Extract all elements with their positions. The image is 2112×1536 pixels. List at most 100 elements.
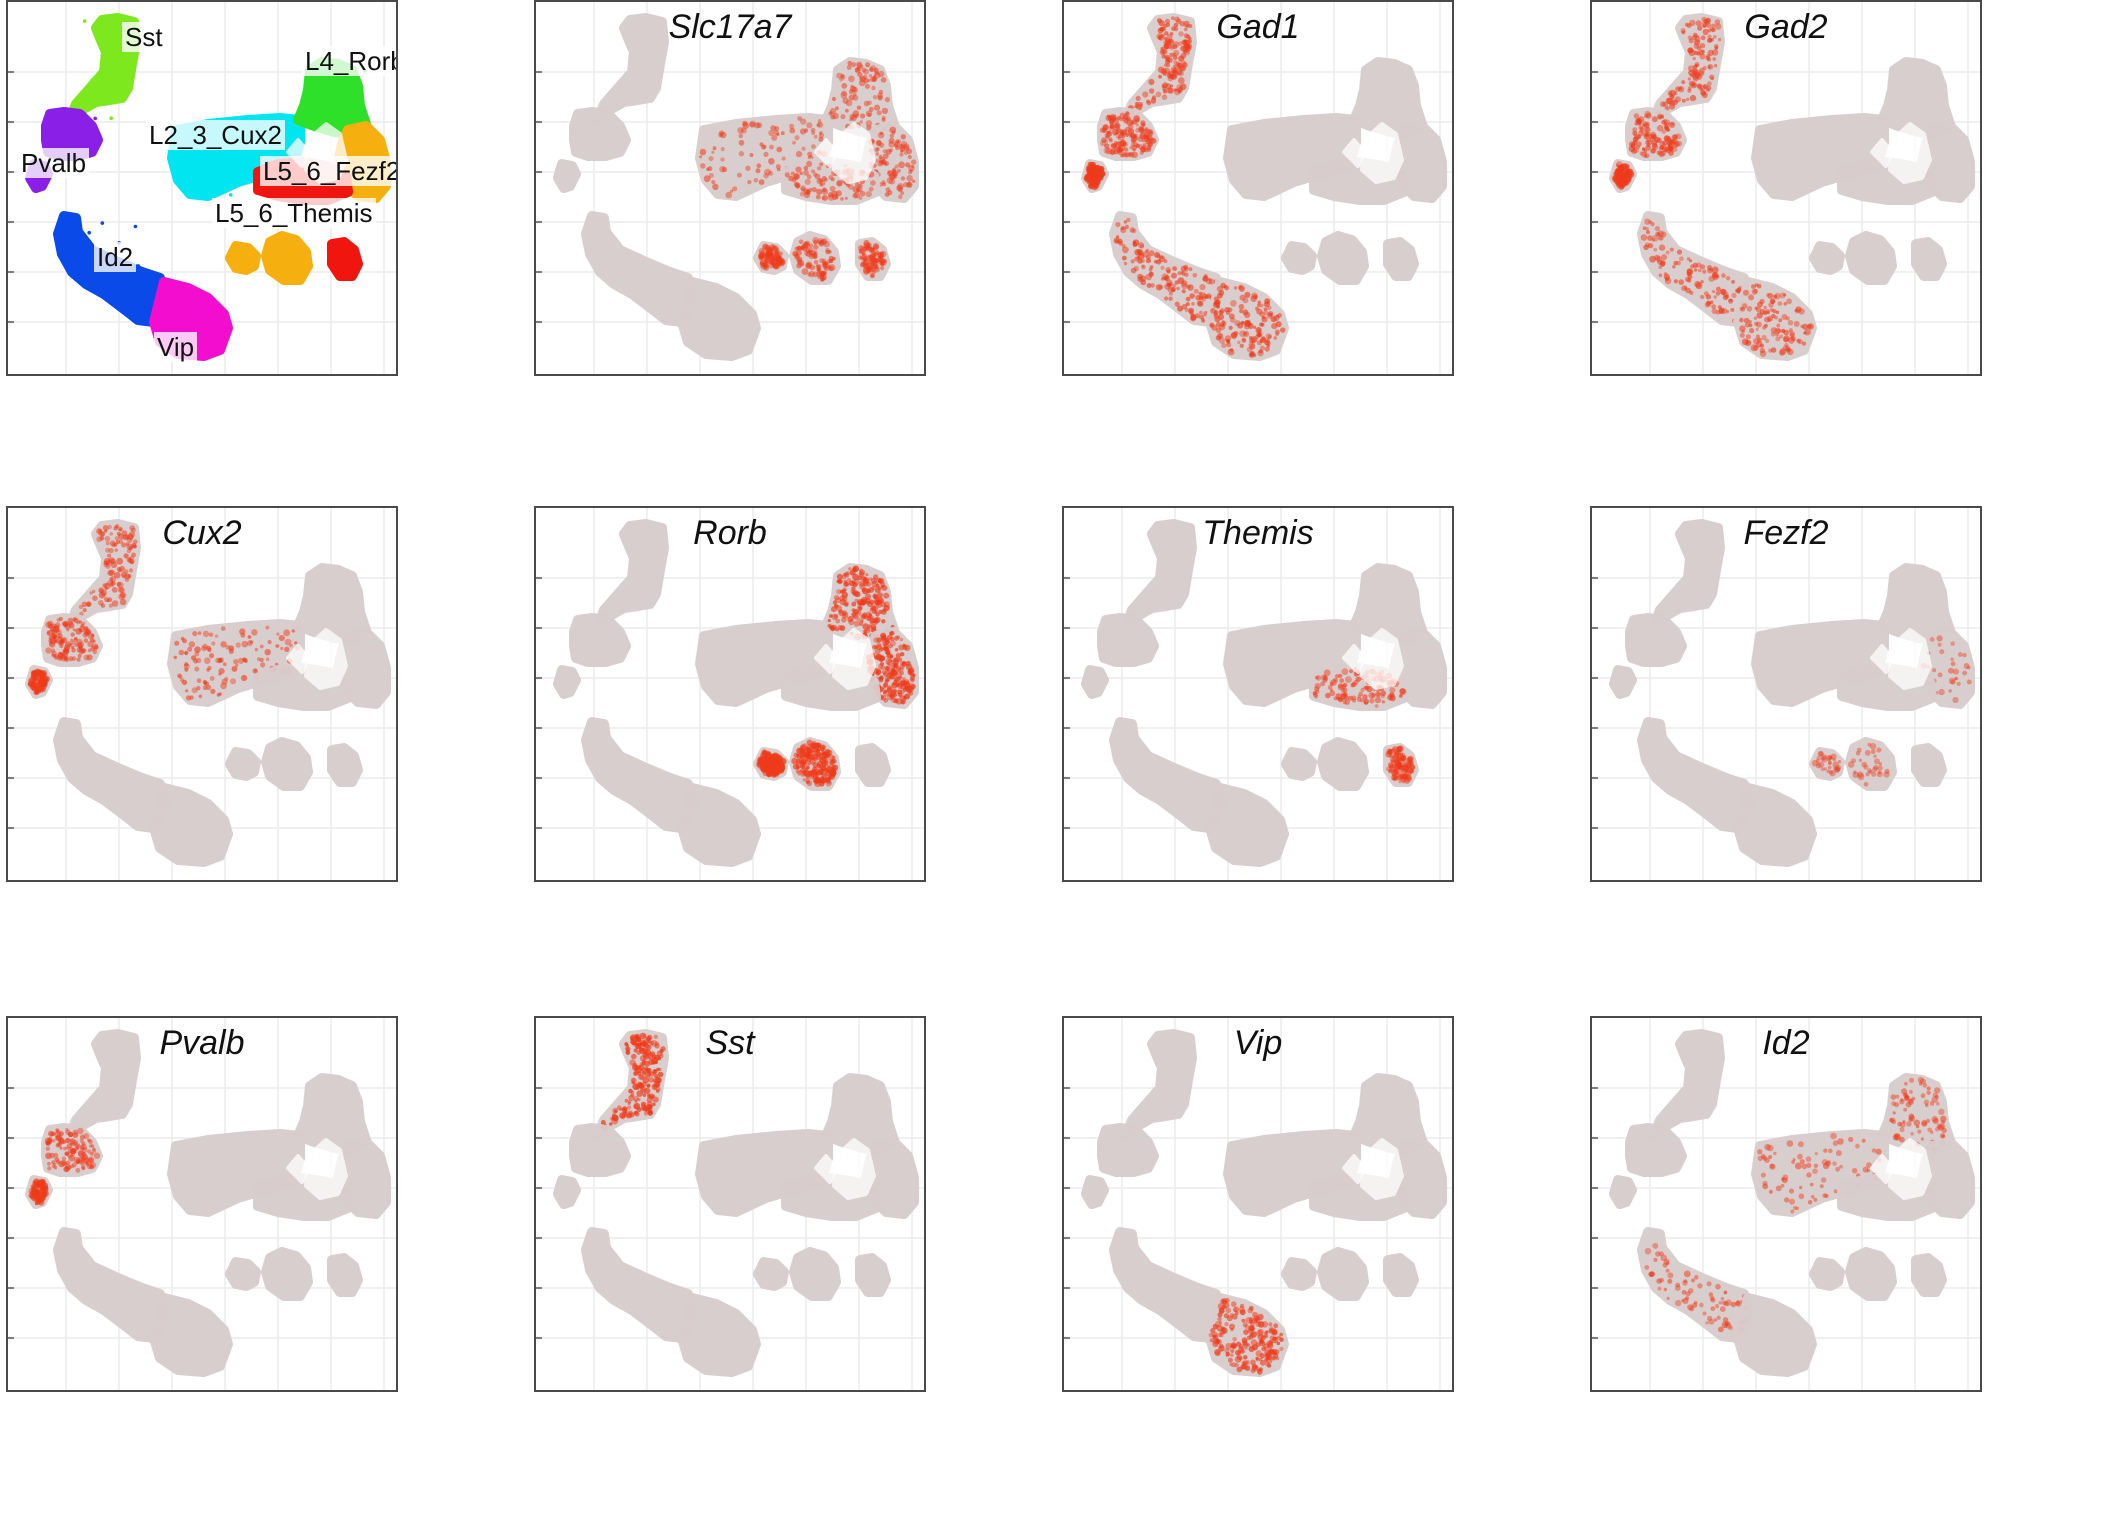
- expressing-cell-point: [209, 653, 215, 659]
- expressing-cell-point: [1173, 88, 1178, 92]
- expressing-cell-point: [71, 1162, 77, 1168]
- expressing-cell-point: [1926, 1086, 1931, 1091]
- expressing-cell-point: [1728, 1325, 1733, 1331]
- expressing-cell-point: [1966, 665, 1971, 670]
- cell-cluster-pvalb: [569, 107, 631, 161]
- expressing-cell-point: [1224, 335, 1232, 342]
- expressing-cell-point: [797, 771, 802, 776]
- cluster-label: Pvalb: [18, 148, 90, 178]
- expressing-cell-point: [72, 1132, 79, 1138]
- expressing-cell-point: [1165, 59, 1170, 65]
- cluster-cell-point: [337, 254, 342, 259]
- expressing-cell-point: [184, 662, 189, 667]
- expressing-cell-point: [845, 108, 849, 113]
- expressing-cell-point: [1937, 642, 1942, 647]
- cell-cluster-pvalb: [1625, 613, 1687, 667]
- expressing-cell-point: [609, 1122, 613, 1126]
- cluster-cell-point: [193, 294, 198, 298]
- expressing-cell-point: [1875, 1148, 1882, 1155]
- expressing-cell-point: [875, 583, 880, 588]
- expressing-cell-point: [59, 1146, 63, 1150]
- expressing-cell-point: [1721, 273, 1726, 278]
- cluster-cell-point: [131, 305, 135, 310]
- expressing-cell-point: [1632, 136, 1639, 143]
- expressing-cell-point: [1832, 758, 1836, 762]
- expressing-cell-point: [865, 573, 869, 577]
- expressing-cell-point: [74, 636, 78, 641]
- expressing-cell-point: [72, 1141, 78, 1147]
- expressing-cell-point: [912, 179, 916, 183]
- expressing-cell-point: [1231, 1343, 1237, 1350]
- expressing-cell-point: [1642, 226, 1647, 230]
- expressing-cell-point: [885, 639, 890, 644]
- expressing-cell-point: [1863, 782, 1869, 787]
- expressing-cell-point: [1776, 328, 1782, 333]
- expressing-cell-point: [1813, 1197, 1818, 1202]
- expressing-cell-point: [105, 563, 111, 569]
- expressing-cell-point: [909, 169, 914, 173]
- expressing-cell-point: [1120, 226, 1125, 231]
- expressing-cell-point: [107, 553, 112, 558]
- expressing-cell-point: [816, 769, 823, 776]
- expressing-cell-point: [808, 749, 813, 754]
- umap-plot-area: [8, 1018, 396, 1390]
- expressing-cell-point: [1709, 74, 1715, 80]
- expressing-cell-point: [1678, 279, 1684, 285]
- expressing-cell-point: [1167, 87, 1175, 94]
- expressing-cell-point: [749, 153, 754, 157]
- expressing-cell-point: [1725, 276, 1731, 281]
- expressing-cell-point: [1725, 309, 1730, 314]
- expressing-cell-point: [1683, 1270, 1691, 1278]
- expressing-cell-point: [1181, 271, 1186, 276]
- expressing-cell-point: [1664, 277, 1672, 285]
- expressing-cell-point: [883, 683, 887, 687]
- expressing-cell-point: [1707, 65, 1712, 69]
- expressing-cell-point: [862, 261, 867, 266]
- expressing-cell-point: [895, 671, 902, 679]
- expressing-cell-point: [1770, 308, 1774, 312]
- expressing-cell-point: [1387, 762, 1394, 768]
- expressing-cell-point: [1865, 1162, 1872, 1169]
- expressing-cell-point: [1685, 1291, 1691, 1297]
- expressing-cell-point: [1342, 688, 1348, 693]
- expressing-cell-point: [1938, 688, 1945, 696]
- expressing-cell-point: [814, 779, 819, 784]
- expressing-cell-point: [1822, 1193, 1828, 1198]
- expressing-cell-point: [1957, 652, 1963, 657]
- cluster-cell-point: [359, 131, 364, 135]
- expressing-cell-point: [1183, 27, 1188, 32]
- expressing-cell-point: [117, 533, 125, 540]
- expressing-cell-point: [1188, 39, 1192, 44]
- expressing-cell-point: [1656, 232, 1661, 237]
- expressing-cell-point: [1731, 292, 1737, 299]
- expressing-cell-point: [198, 694, 203, 699]
- expressing-cell-point: [768, 158, 775, 165]
- expressing-cell-point: [1163, 259, 1168, 264]
- expressing-cell-point: [1692, 1302, 1698, 1308]
- cell-cluster-id2: [581, 211, 699, 327]
- expressing-cell-point: [1264, 298, 1271, 305]
- expressing-cell-point: [1920, 1137, 1924, 1141]
- expressing-cell-point: [83, 1133, 90, 1140]
- expressing-cell-point: [126, 537, 133, 544]
- expressing-cell-point: [828, 250, 832, 254]
- expressing-cell-point: [70, 1139, 74, 1143]
- expressing-cell-point: [889, 133, 894, 139]
- expressing-cell-point: [1832, 1140, 1839, 1146]
- cluster-cell-point: [136, 264, 141, 268]
- expressing-cell-point: [806, 160, 813, 167]
- expressing-cell-point: [1776, 323, 1781, 328]
- expressing-cell-point: [1673, 91, 1678, 96]
- expressing-cell-point: [1725, 294, 1730, 299]
- sparse-cell-region: [286, 644, 310, 674]
- expressing-cell-point: [1765, 338, 1770, 344]
- expressing-cell-point: [1668, 92, 1673, 98]
- expressing-cell-point: [738, 139, 745, 146]
- expressing-cell-point: [1256, 303, 1261, 308]
- expressing-cell-point: [1398, 779, 1402, 784]
- expressing-cell-point: [881, 180, 886, 185]
- cluster-cell-point: [334, 266, 339, 271]
- expressing-cell-point: [68, 622, 75, 629]
- expressing-cell-point: [1748, 323, 1753, 328]
- expressing-cell-point: [1223, 1313, 1229, 1319]
